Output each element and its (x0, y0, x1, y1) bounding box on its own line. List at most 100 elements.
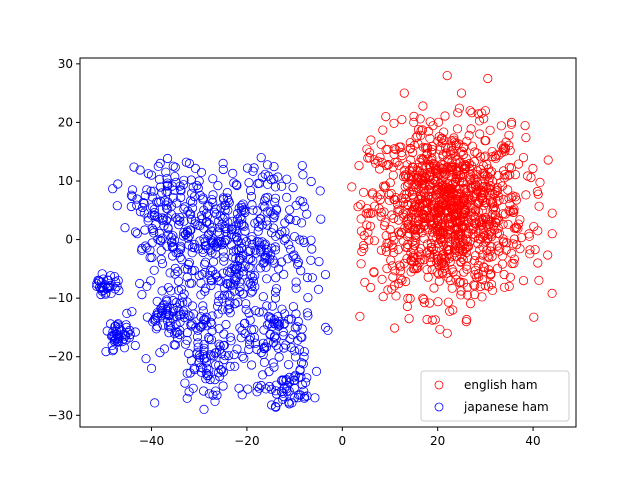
japanese-ham-point (297, 161, 307, 171)
japanese-ham-point (189, 192, 200, 202)
japanese-ham-point (162, 187, 173, 197)
japanese-ham-point (208, 238, 218, 248)
english-ham-point (462, 136, 472, 146)
english-ham-point (358, 187, 369, 197)
english-ham-point (422, 248, 432, 258)
japanese-ham-point (261, 384, 271, 394)
japanese-ham-point (262, 220, 272, 230)
english-ham-point (485, 181, 496, 191)
english-ham-point (483, 73, 493, 84)
japanese-ham-point (306, 235, 316, 245)
english-ham-point (394, 278, 404, 289)
english-ham-point (547, 288, 557, 298)
english-ham-point (460, 163, 470, 174)
japanese-ham-point (156, 236, 166, 246)
english-ham-point (511, 240, 522, 250)
english-ham-point (394, 230, 405, 240)
english-ham-point (468, 229, 478, 239)
japanese-ham-point (140, 191, 150, 201)
english-ham-point (427, 219, 437, 229)
japanese-ham-point (227, 230, 237, 240)
japanese-ham-point (296, 266, 306, 276)
japanese-ham-point (126, 201, 136, 212)
english-ham-point (432, 167, 443, 177)
english-ham-point (460, 244, 470, 254)
japanese-ham-point (252, 387, 262, 397)
japanese-ham-point (168, 231, 178, 241)
japanese-ham-point (225, 267, 235, 278)
japanese-ham-point (189, 239, 199, 249)
japanese-ham-point (299, 237, 309, 248)
japanese-ham-point (285, 244, 296, 254)
japanese-ham-point (274, 352, 284, 362)
english-ham-point (497, 148, 507, 158)
japanese-ham-point (244, 308, 254, 318)
english-ham-point (430, 205, 440, 215)
japanese-ham-point (94, 276, 105, 287)
japanese-ham-point (264, 366, 274, 377)
english-ham-point (504, 281, 514, 291)
japanese-ham-point (104, 275, 114, 286)
japanese-ham-point (266, 228, 277, 238)
japanese-ham-point (120, 223, 130, 233)
japanese-ham-point (256, 380, 266, 391)
japanese-ham-point (142, 185, 152, 195)
english-ham-point (442, 328, 452, 338)
english-ham-point (413, 208, 423, 218)
english-ham-point (471, 272, 482, 283)
english-ham-point (486, 232, 496, 242)
japanese-ham-point (270, 401, 281, 412)
japanese-ham-point (146, 186, 156, 196)
english-ham-point (501, 137, 511, 147)
english-ham-point (383, 285, 393, 295)
english-ham-point (405, 143, 415, 153)
japanese-ham-point (197, 214, 207, 224)
japanese-ham-point (277, 304, 287, 314)
japanese-ham-point (280, 227, 290, 237)
japanese-ham-point (219, 256, 229, 266)
english-ham-point (394, 142, 404, 152)
japanese-ham-point (130, 340, 140, 351)
english-ham-point (508, 191, 518, 201)
english-ham-point (393, 245, 403, 255)
japanese-ham-point (266, 175, 276, 185)
english-ham-point (443, 230, 453, 240)
english-ham-point (442, 199, 452, 209)
english-ham-point (406, 172, 416, 182)
english-ham-point (417, 161, 428, 171)
japanese-ham-point (218, 340, 229, 351)
english-ham-point (462, 290, 472, 300)
english-ham-point (418, 293, 428, 303)
japanese-ham-point (190, 163, 200, 173)
english-ham-point (456, 88, 467, 98)
japanese-ham-point (218, 164, 228, 175)
english-ham-point (491, 153, 501, 163)
japanese-ham-point (295, 235, 305, 245)
japanese-ham-point (238, 220, 248, 230)
english-ham-point (365, 153, 375, 163)
english-ham-point (457, 146, 467, 156)
japanese-ham-point (202, 321, 212, 331)
english-ham-point (526, 172, 536, 183)
japanese-ham-point (284, 240, 294, 250)
english-ham-point (451, 270, 461, 280)
english-ham-point (472, 148, 482, 158)
japanese-ham-point (167, 237, 177, 247)
japanese-ham-point (289, 393, 300, 403)
japanese-ham-point (162, 296, 172, 306)
japanese-ham-point (236, 206, 246, 216)
japanese-ham-point (316, 214, 326, 224)
english-ham-point (409, 180, 420, 190)
japanese-ham-point (271, 389, 282, 399)
japanese-ham-point (225, 361, 235, 371)
english-ham-point (478, 168, 488, 178)
english-ham-point (394, 160, 404, 170)
japanese-ham-point (285, 334, 295, 344)
japanese-ham-point (261, 216, 272, 226)
japanese-ham-point (175, 325, 185, 336)
japanese-ham-point (259, 357, 269, 367)
english-ham-point (505, 170, 515, 180)
japanese-ham-point (266, 312, 276, 323)
japanese-ham-point (246, 191, 257, 202)
english-ham-point (347, 182, 357, 192)
